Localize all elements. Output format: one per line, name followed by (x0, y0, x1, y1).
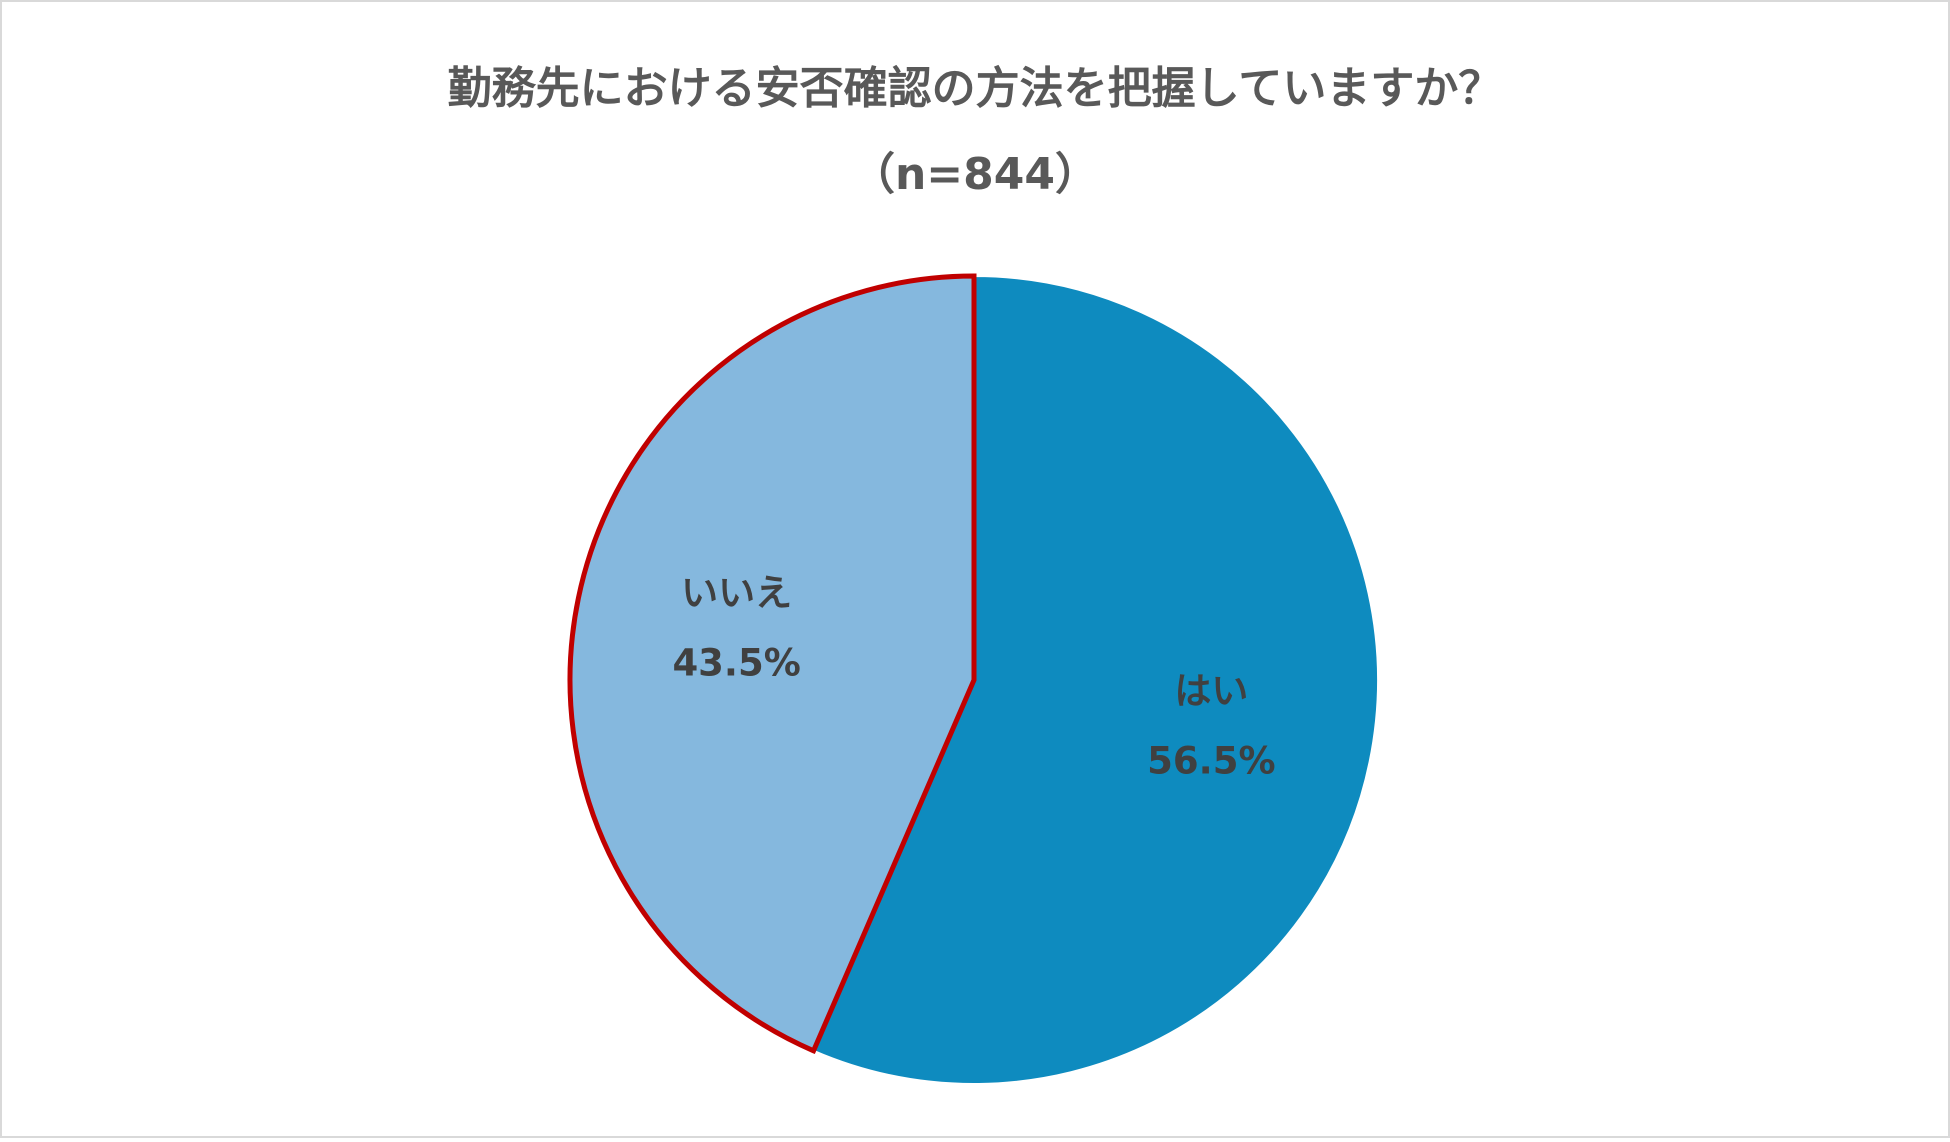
slice-category-label: いいえ (681, 571, 792, 614)
slice-value-label: 43.5% (672, 641, 800, 684)
chart-subtitle: （n=844） (851, 149, 1099, 200)
chart-title: 勤務先における安否確認の方法を把握していますか？ (448, 63, 1503, 114)
pie-slice (812, 274, 1380, 1085)
slice-category-label: はい (1174, 670, 1248, 713)
slice-value-label: 56.5% (1147, 740, 1275, 783)
pie-slice (567, 273, 977, 1055)
